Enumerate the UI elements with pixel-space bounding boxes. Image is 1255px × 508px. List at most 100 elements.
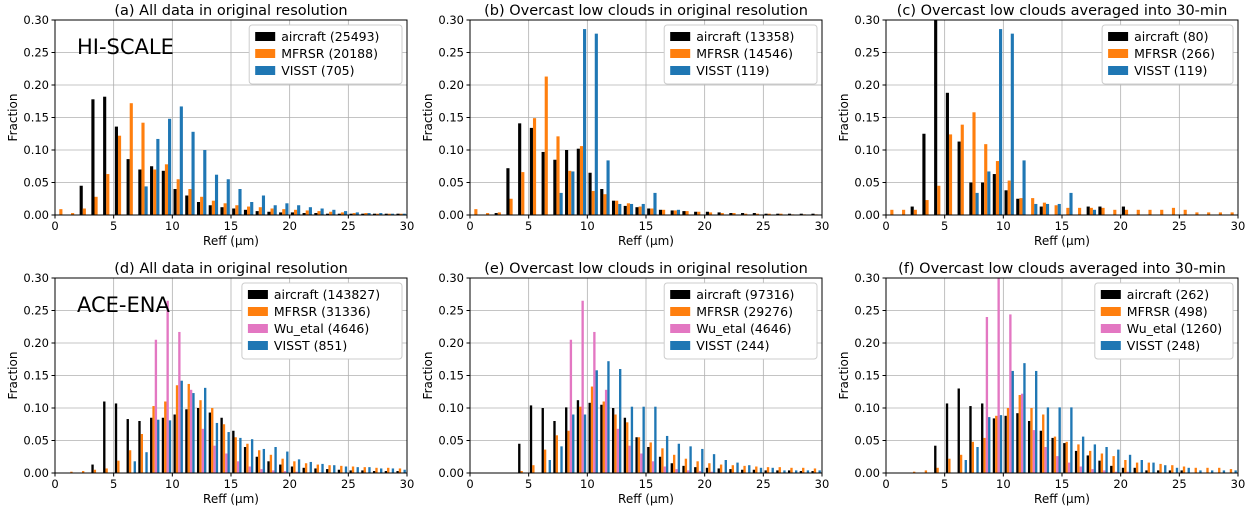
bar-mfrsr <box>247 206 251 215</box>
bar-mfrsr <box>164 164 169 215</box>
bar-mfrsr <box>329 211 333 215</box>
bar-aircraft <box>945 92 949 215</box>
bar-aircraft <box>910 206 914 215</box>
bar-aircraft <box>623 417 627 473</box>
bar-aircraft <box>279 212 283 215</box>
bar-mfrsr <box>662 209 666 215</box>
legend-entry: VISST (851) <box>274 338 347 353</box>
legend-entry: aircraft (13358) <box>696 29 794 44</box>
bar-mfrsr <box>363 467 366 473</box>
legend-entry: VISST (248) <box>1127 338 1200 353</box>
bar-aircraft <box>934 445 937 473</box>
bar-aircraft <box>1180 470 1183 473</box>
bar-aircraft <box>208 205 212 215</box>
legend-swatch-aircraft <box>1108 32 1129 41</box>
bar-mfrsr <box>684 458 688 473</box>
y-tick-label: 0.10 <box>23 401 49 415</box>
bar-visst <box>653 192 657 215</box>
bar-mfrsr <box>924 470 928 473</box>
bar-mfrsr <box>352 213 356 215</box>
bar-mfrsr <box>70 471 73 473</box>
legend-swatch-aircraft <box>670 32 691 41</box>
bar-visst <box>133 461 136 473</box>
bar-visst <box>1045 203 1050 215</box>
bar-mfrsr <box>351 466 355 473</box>
x-axis-label: Reff (μm) <box>1034 492 1090 506</box>
bar-wu_etal <box>985 317 989 473</box>
bar-mfrsr <box>222 424 226 473</box>
legend: aircraft (97316) MFRSR (29276) Wu_etal (46… <box>663 282 818 360</box>
y-tick-label: 0.20 <box>23 336 49 350</box>
bar-mfrsr <box>555 435 558 473</box>
panel-f: 0 5 10 15 20 25 30 0.00 0.05 0.10 0.15 0.20 0.25 0.30… <box>837 261 1245 506</box>
bar-visst <box>333 465 336 473</box>
bar-mfrsr <box>1077 444 1080 473</box>
bar-wu_etal <box>236 461 240 473</box>
bar-visst <box>344 211 348 215</box>
bar-mfrsr <box>744 213 748 215</box>
bar-aircraft <box>267 461 270 473</box>
bar-aircraft <box>934 20 938 215</box>
y-tick-label: 0.00 <box>438 466 464 480</box>
bar-mfrsr <box>672 454 676 473</box>
legend-swatch-mfrsr <box>247 307 268 316</box>
y-tick-label: 0.15 <box>438 111 464 125</box>
bar-aircraft <box>705 467 709 473</box>
bar-mfrsr <box>591 190 595 215</box>
legend-swatch-mfrsr <box>670 49 691 58</box>
bar-wu_etal <box>225 453 228 473</box>
legend: aircraft (143827) MFRSR (31336) Wu_etal (4… <box>241 282 403 360</box>
bar-visst <box>239 437 242 473</box>
bar-visst <box>1034 203 1038 215</box>
bar-aircraft <box>372 471 376 473</box>
y-tick-label: 0.25 <box>854 46 880 60</box>
bar-mfrsr <box>269 454 273 473</box>
bar-aircraft <box>150 166 154 215</box>
legend-swatch-wu_etal <box>1100 324 1121 333</box>
bar-wu_etal <box>166 300 169 473</box>
bar-aircraft <box>372 213 377 215</box>
bar-visst <box>701 448 704 473</box>
bar-visst <box>309 461 312 473</box>
legend-entry: VISST (119) <box>1134 63 1207 78</box>
bar-visst <box>344 466 348 473</box>
legend-box <box>663 282 818 360</box>
bar-visst <box>607 361 610 473</box>
bar-mfrsr <box>304 463 308 473</box>
bar-visst <box>321 463 324 473</box>
bar-aircraft <box>969 182 973 215</box>
bar-aircraft <box>161 170 165 215</box>
bar-mfrsr <box>317 211 321 215</box>
bar-mfrsr <box>176 179 180 215</box>
bar-wu_etal <box>628 445 631 473</box>
bar-wu_etal <box>604 389 608 473</box>
bar-mfrsr <box>614 414 617 473</box>
legend-swatch-visst <box>1108 66 1129 75</box>
bar-wu_etal <box>569 339 573 473</box>
bar-aircraft <box>576 400 580 473</box>
legend-entry: VISST (244) <box>696 338 769 353</box>
bar-aircraft <box>79 185 83 215</box>
bar-aircraft <box>670 210 674 215</box>
bar-aircraft <box>529 405 533 473</box>
bar-mfrsr <box>743 465 746 473</box>
legend-entry: MFRSR (498) <box>1127 304 1208 319</box>
legend-swatch-wu_etal <box>247 324 268 333</box>
x-tick-label: 5 <box>941 477 948 491</box>
legend-swatch-visst <box>670 341 691 350</box>
bar-visst <box>1105 447 1108 473</box>
bar-visst <box>274 447 277 473</box>
bar-aircraft <box>588 172 592 215</box>
bar-aircraft <box>337 213 341 215</box>
legend-entry: aircraft (262) <box>1127 287 1209 302</box>
y-tick-label: 0.25 <box>23 304 49 318</box>
bar-mfrsr <box>948 458 951 473</box>
y-tick-label: 0.20 <box>438 78 464 92</box>
bar-aircraft <box>945 403 949 473</box>
x-tick-label: 0 <box>882 219 889 233</box>
x-tick-label: 10 <box>165 477 180 491</box>
bar-visst <box>975 192 979 215</box>
bar-aircraft <box>717 468 720 473</box>
bar-mfrsr <box>1124 209 1129 215</box>
bar-aircraft <box>302 467 305 473</box>
